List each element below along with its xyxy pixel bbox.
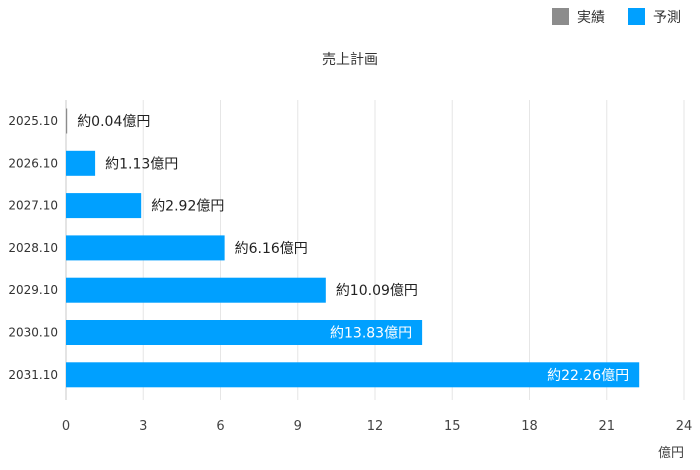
legend-label-actual: 実績 [577, 10, 605, 26]
bar [66, 277, 326, 303]
bar [66, 150, 96, 176]
chart-title: 売上計画 [322, 52, 378, 68]
category-label: 2025.10 [8, 114, 58, 128]
x-tick-label: 6 [216, 419, 224, 434]
x-tick-label: 0 [62, 419, 70, 434]
category-label: 2028.10 [8, 241, 58, 255]
bar [66, 193, 142, 219]
category-labels: 2025.10 2026.10 2027.10 2028.10 2029.10 2030.… [8, 114, 58, 382]
x-tick-label: 18 [521, 419, 538, 434]
bar [66, 108, 68, 134]
data-label: 約1.13億円 [105, 156, 178, 172]
data-label: 約0.04億円 [77, 114, 150, 130]
x-tick-label: 24 [676, 419, 693, 434]
legend-swatch-actual [552, 8, 569, 25]
legend-label-forecast: 予測 [653, 10, 681, 26]
data-label: 約6.16億円 [235, 241, 308, 257]
category-label: 2029.10 [8, 283, 58, 297]
legend-swatch-forecast [628, 8, 645, 25]
category-label: 2026.10 [8, 156, 58, 170]
x-tick-label: 9 [294, 419, 302, 434]
x-tick-label: 21 [598, 419, 615, 434]
data-label: 約2.92億円 [151, 199, 224, 215]
gridlines [65, 100, 685, 400]
x-axis-unit: 億円 [658, 445, 684, 461]
category-label: 2030.10 [8, 326, 58, 340]
data-label: 約10.09億円 [336, 283, 418, 299]
bars [66, 108, 640, 388]
data-label: 約22.26億円 [547, 368, 629, 384]
bar [66, 235, 225, 261]
x-tick-label: 15 [444, 419, 461, 434]
bar [66, 320, 423, 345]
data-labels: 約0.04億円約1.13億円約2.92億円約6.16億円約10.09億円約13.… [77, 114, 629, 384]
x-tick-label: 12 [367, 419, 384, 434]
legend: 実績 予測 [552, 8, 681, 26]
data-label: 約13.83億円 [330, 326, 412, 342]
x-tick-label: 3 [139, 419, 147, 434]
category-label: 2027.10 [8, 199, 58, 213]
x-axis-ticks: 0 3 6 9 12 15 18 21 24 [62, 419, 692, 434]
category-label: 2031.10 [8, 368, 58, 382]
bar [66, 362, 640, 388]
